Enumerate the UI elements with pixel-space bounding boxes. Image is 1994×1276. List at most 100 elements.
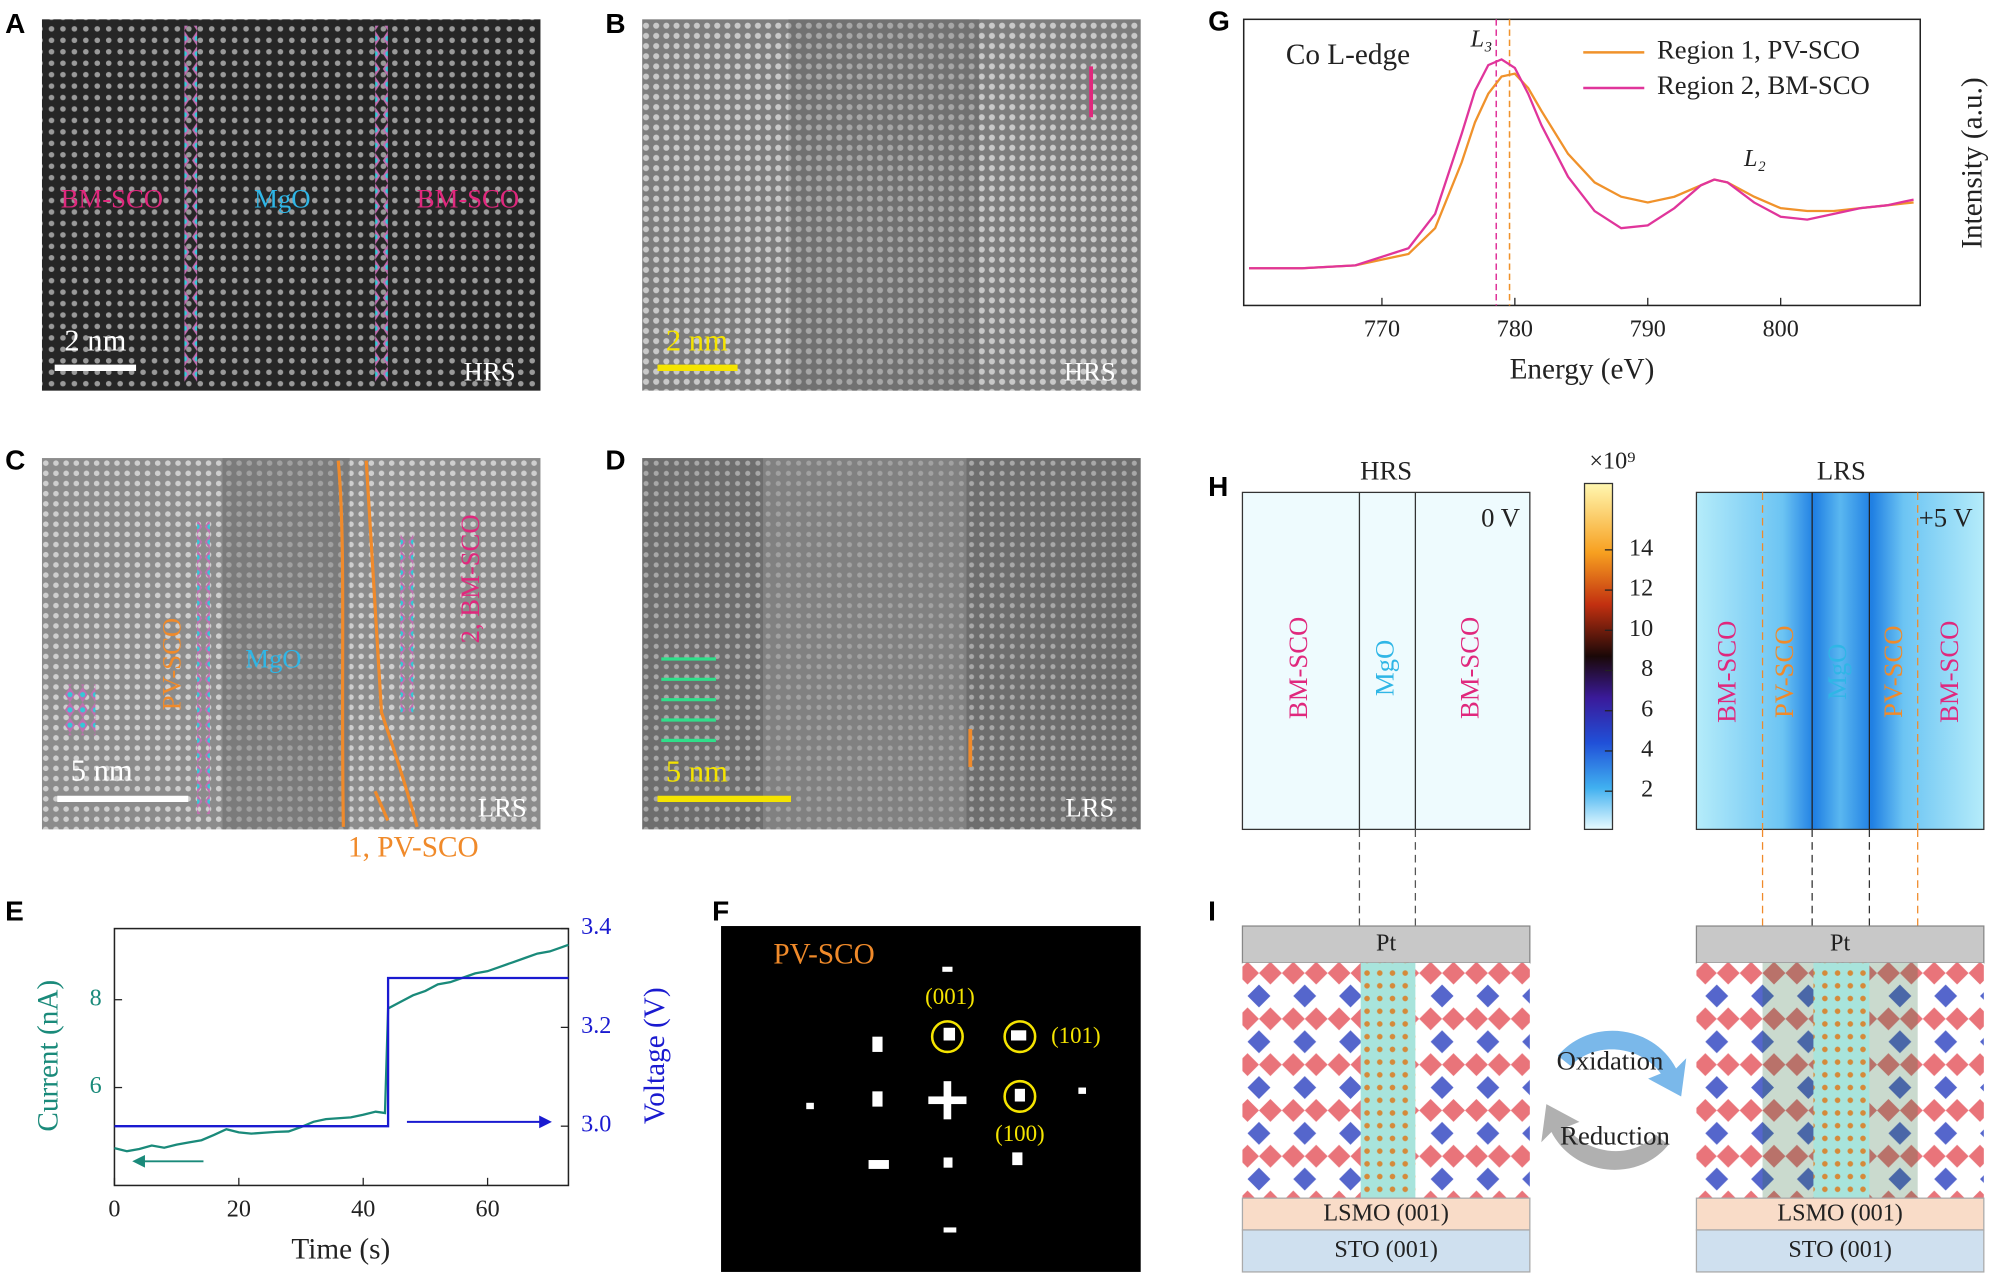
arrow-label: Oxidation — [1557, 1046, 1664, 1076]
arrows — [661, 657, 716, 742]
micrograph-shade — [222, 458, 350, 830]
scale-label: 5 nm — [666, 755, 728, 789]
x-tick-label: 800 — [1763, 315, 1799, 342]
micrograph — [41, 458, 541, 830]
sto-layer — [1241, 1229, 1531, 1273]
label: PV-SCO — [156, 618, 186, 710]
colorbar-tick-label: 2 — [1641, 776, 1653, 803]
layer-label: PV-SCO — [1878, 625, 1908, 717]
colorbar-tick-label: 12 — [1629, 575, 1653, 602]
layer-label: PV-SCO — [1769, 625, 1799, 717]
colorbar-tick-label: 14 — [1629, 534, 1653, 561]
micrograph — [642, 19, 1141, 391]
layer-label: Pt — [1830, 930, 1850, 957]
panel-letter: A — [5, 8, 25, 39]
x-axis-label: Time (s) — [291, 1233, 390, 1265]
panel-letter: B — [605, 8, 625, 39]
x-tick-label: 20 — [227, 1195, 251, 1222]
colorbar-tick-label: 4 — [1641, 736, 1653, 763]
state-label: LRS — [1065, 792, 1114, 822]
x-tick-label: 40 — [351, 1195, 375, 1222]
reduction-arrow — [1541, 1104, 1669, 1170]
y2-axis-label: Voltage (V) — [639, 987, 671, 1124]
lsmo-layer — [1695, 1197, 1985, 1231]
y2-tick-label: 3.4 — [581, 913, 611, 940]
arrow-label: Reduction — [1560, 1121, 1670, 1151]
layer-label: LSMO (001) — [1323, 1199, 1448, 1226]
scale-label: 5 nm — [71, 753, 133, 787]
mgo-layer — [1813, 962, 1870, 1199]
panel-letter: E — [5, 896, 24, 927]
layer-label: BM-SCO — [1455, 617, 1485, 719]
layer-label: Pt — [1376, 930, 1396, 957]
state-label: HRS — [1064, 356, 1116, 386]
panel-letter: H — [1208, 471, 1228, 502]
spot-label: (101) — [1051, 1023, 1101, 1048]
mgo-layer — [1360, 962, 1416, 1199]
atom-markers — [400, 534, 414, 713]
colorbar-tick-label: 6 — [1641, 695, 1653, 722]
scale-label: 2 nm — [666, 324, 728, 358]
plot-frame — [1242, 18, 1922, 307]
atom-markers — [375, 25, 388, 382]
label: BM-SCO — [417, 183, 519, 213]
pt-layer — [1695, 925, 1985, 964]
layer-label: STO (001) — [1788, 1236, 1892, 1263]
panel-letter: C — [5, 444, 25, 475]
y-tick-label: 8 — [90, 984, 102, 1011]
boundary — [364, 460, 419, 828]
layer-label: MgO — [1822, 644, 1852, 700]
layer-label: LSMO (001) — [1777, 1199, 1902, 1226]
legend-label: Region 2, BM-SCO — [1657, 70, 1870, 100]
x-tick-label: 770 — [1364, 315, 1400, 342]
colorbar-label: ×10⁹ — [1589, 448, 1635, 475]
title: PV-SCO — [773, 938, 874, 970]
bias-label: 0 V — [1481, 502, 1520, 532]
x-tick-label: 60 — [476, 1195, 500, 1222]
pointer — [373, 790, 390, 822]
pt-layer — [1241, 925, 1531, 964]
potential-map — [1695, 491, 1985, 831]
panel-letter: D — [605, 444, 625, 475]
panel-letter: I — [1208, 896, 1216, 927]
panel-letter: G — [1208, 6, 1230, 37]
lsmo-layer — [1241, 1197, 1531, 1231]
label: 1, PV-SCO — [348, 831, 479, 863]
bias-label: +5 V — [1919, 502, 1973, 532]
label: 2, BM-SCO — [455, 514, 485, 643]
sto-layer — [1695, 1229, 1985, 1273]
potential-map — [1241, 491, 1531, 831]
y2-tick-label: 3.0 — [581, 1111, 611, 1138]
layer-label: STO (001) — [1334, 1236, 1438, 1263]
series-line — [1249, 58, 1914, 270]
spot-label: (001) — [925, 984, 975, 1009]
panel-letter: F — [712, 896, 729, 927]
spot-circles — [930, 1020, 1037, 1113]
x-tick-label: 0 — [108, 1195, 120, 1222]
spot-label: (100) — [995, 1121, 1045, 1146]
micrograph — [41, 19, 541, 391]
y-tick-label: 6 — [90, 1072, 102, 1099]
state-label: HRS — [464, 356, 516, 386]
annotation: L₂ — [1743, 145, 1766, 172]
annotation: L₃ — [1470, 25, 1493, 52]
layer-label: BM-SCO — [1283, 617, 1313, 719]
x-tick-label: 790 — [1630, 315, 1666, 342]
state-label: HRS — [1360, 455, 1412, 485]
atom-markers — [63, 684, 96, 736]
boundary — [336, 460, 345, 827]
series-line — [114, 976, 569, 1128]
atom-markers — [197, 521, 210, 815]
micrograph-shade — [763, 458, 967, 830]
series-line — [1249, 72, 1914, 270]
label: BM-SCO — [61, 183, 163, 213]
diffraction-spots — [806, 966, 1087, 1233]
state-label: LRS — [478, 792, 527, 822]
plot-frame — [113, 927, 570, 1187]
y-axis-label: Current (nA) — [33, 980, 65, 1132]
annotation: Co L-edge — [1286, 39, 1410, 71]
atom-markers — [184, 25, 198, 382]
series-line — [114, 943, 569, 1153]
oxidation-arrow — [1557, 1030, 1687, 1097]
